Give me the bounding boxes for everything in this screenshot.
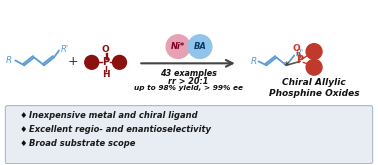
Text: Chiral Allylic: Chiral Allylic: [282, 79, 346, 87]
Text: 43 examples: 43 examples: [160, 69, 217, 78]
Text: ♦: ♦: [19, 125, 27, 134]
Text: R: R: [250, 57, 257, 66]
Text: Broad substrate scope: Broad substrate scope: [29, 139, 136, 148]
Circle shape: [188, 35, 212, 58]
Text: *: *: [284, 61, 289, 71]
Text: +: +: [68, 55, 78, 68]
Circle shape: [306, 59, 322, 75]
Text: ♦: ♦: [19, 139, 27, 148]
Circle shape: [113, 55, 127, 69]
Text: Ni*: Ni*: [171, 42, 185, 51]
Text: Phosphine Oxides: Phosphine Oxides: [269, 89, 359, 98]
Circle shape: [85, 55, 99, 69]
Text: Excellent regio- and enantioselectivity: Excellent regio- and enantioselectivity: [29, 125, 211, 134]
Text: R: R: [6, 56, 12, 65]
Text: R': R': [296, 49, 304, 58]
Text: Inexpensive metal and chiral ligand: Inexpensive metal and chiral ligand: [29, 111, 198, 120]
Text: ♦: ♦: [19, 111, 27, 120]
Text: H: H: [102, 70, 109, 79]
Text: P: P: [297, 55, 304, 65]
Text: BA: BA: [194, 42, 206, 51]
Text: O: O: [292, 44, 300, 53]
FancyBboxPatch shape: [5, 106, 373, 164]
Text: O: O: [102, 45, 110, 54]
Text: P: P: [102, 57, 109, 67]
Text: rr > 20:1: rr > 20:1: [168, 77, 208, 86]
Circle shape: [306, 44, 322, 59]
Text: R': R': [61, 45, 69, 54]
Text: up to 98% yield, > 99% ee: up to 98% yield, > 99% ee: [133, 85, 243, 91]
Circle shape: [166, 35, 190, 58]
